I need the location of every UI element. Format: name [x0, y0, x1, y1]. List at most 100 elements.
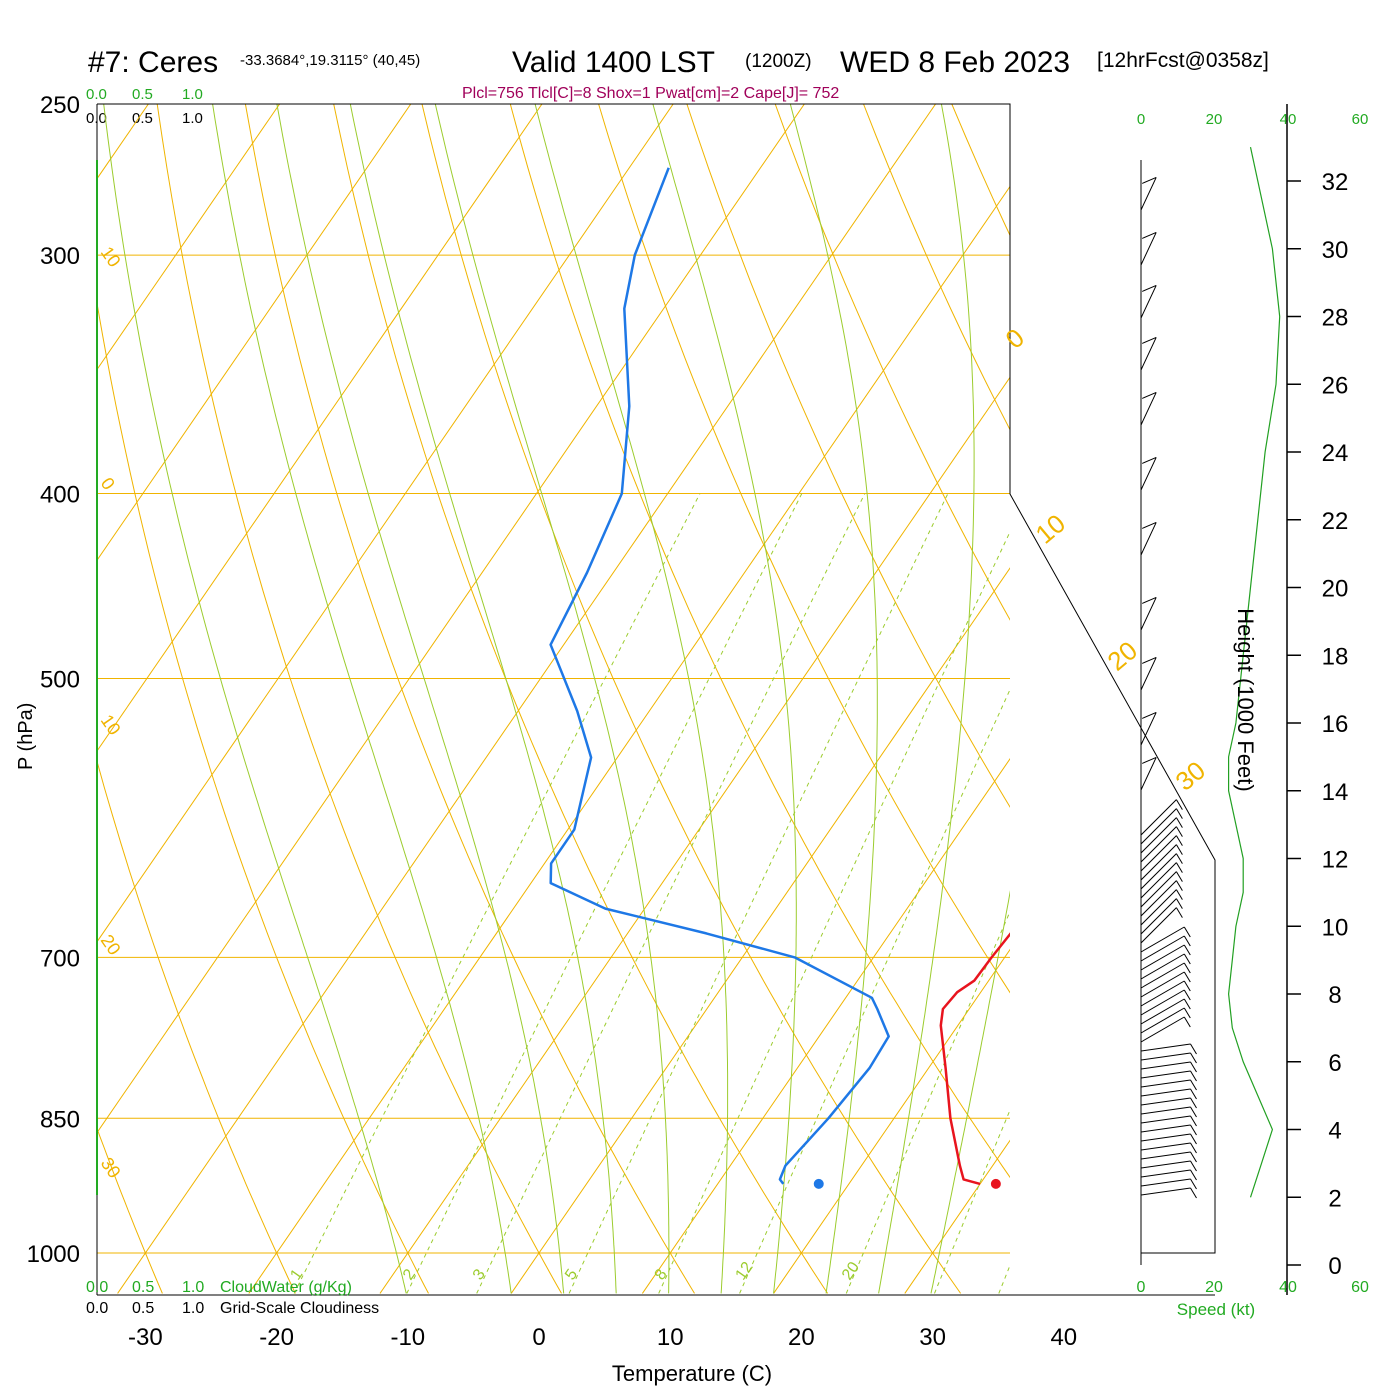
- wind-barb: [1140, 177, 1157, 211]
- moist-adiabat-line: [103, 104, 407, 1294]
- dry-adiabat-line: [1200, 70, 1400, 1293]
- dry-adiabat-line: [598, 104, 1010, 994]
- surface-temperature-point: [990, 1178, 1001, 1189]
- wind-barb: [1140, 712, 1157, 746]
- svg-text:1.0: 1.0: [182, 1300, 204, 1317]
- pressure-label: 1000: [27, 1241, 80, 1268]
- forecast-date: WED 8 Feb 2023: [840, 46, 1070, 79]
- dry-adiabat-line: [97, 300, 429, 1294]
- dry-adiabat-line: [333, 104, 829, 1294]
- svg-text:40: 40: [1280, 111, 1297, 128]
- wind-barb: [1140, 944, 1185, 971]
- height-label: 26: [1322, 372, 1349, 399]
- mixing-ratio-label: 3: [470, 1266, 489, 1283]
- wind-barb: [1140, 457, 1157, 491]
- x-tick-label: -20: [259, 1324, 294, 1351]
- wind-barb: [1140, 980, 1185, 1007]
- wind-barb: [1140, 1115, 1191, 1124]
- wind-barb-flag: [1183, 962, 1191, 974]
- height-label: 24: [1322, 440, 1349, 467]
- station-title: #7: Ceres: [88, 46, 218, 79]
- svg-text:1.0: 1.0: [182, 86, 203, 103]
- wind-barb: [1140, 935, 1185, 962]
- height-label: 18: [1322, 643, 1349, 670]
- isotherm-line: [97, 104, 543, 752]
- isotherm-label: 30: [97, 1154, 125, 1182]
- pressure-label: 300: [40, 243, 80, 270]
- svg-text:1.0: 1.0: [182, 110, 203, 127]
- moist-adiabat-line: [789, 104, 878, 1294]
- wind-barb: [1140, 844, 1177, 881]
- wind-barb-flag: [1190, 1115, 1197, 1127]
- wind-barb: [1140, 953, 1185, 980]
- wind-barb: [1140, 889, 1177, 926]
- zulu-time: (1200Z): [745, 51, 812, 72]
- wind-barb-flag: [1190, 1133, 1197, 1145]
- wind-barb: [1140, 392, 1157, 426]
- height-label: 20: [1322, 576, 1349, 603]
- wind-barb-flag: [1175, 826, 1183, 837]
- wind-barb-flag: [1142, 596, 1157, 604]
- wind-barb: [1140, 1079, 1191, 1088]
- mixing-ratio-line: [934, 1108, 1010, 1294]
- pressure-label: 850: [40, 1106, 80, 1133]
- mixing-ratio-line: [293, 493, 701, 1294]
- svg-text:40: 40: [1279, 1279, 1297, 1296]
- wind-barb: [1140, 1061, 1191, 1070]
- height-label: 32: [1322, 169, 1349, 196]
- isotherm-label: 20: [97, 931, 125, 959]
- wind-barb: [1140, 898, 1177, 935]
- svg-text:0.0: 0.0: [86, 110, 107, 127]
- wind-barb: [1140, 1007, 1185, 1034]
- cloudwater-scale-bottom: 0.0 0.5 1.0 CloudWater (g/Kg) 0.0 0.5 1.…: [86, 1279, 379, 1317]
- isotherm-line: [510, 567, 1010, 1294]
- wind-barb-flag: [1190, 1124, 1197, 1136]
- svg-text:1.0: 1.0: [182, 1279, 204, 1296]
- wind-barb: [1140, 817, 1177, 854]
- svg-text:60: 60: [1352, 111, 1369, 128]
- isotherm-line: [97, 104, 281, 371]
- speed-label: Speed (kt): [1177, 1300, 1255, 1319]
- mixing-ratio-line: [406, 493, 803, 1294]
- isotherm-line: [97, 104, 805, 1134]
- wind-barb: [1140, 1052, 1191, 1061]
- isotherm-line: [379, 376, 1010, 1294]
- wind-barb-flag: [1183, 1016, 1191, 1028]
- moist-adiabat-line: [434, 104, 670, 1294]
- svg-text:0.5: 0.5: [132, 1279, 154, 1296]
- wind-barb: [1140, 971, 1185, 998]
- wind-barb: [1140, 1133, 1191, 1142]
- wind-barb: [1140, 1178, 1191, 1187]
- wind-barb-flag: [1142, 521, 1157, 529]
- dry-adiabat-line: [1374, 70, 1400, 1293]
- dewpoint-line: [549, 167, 890, 1185]
- isotherm-line: [97, 104, 674, 943]
- wind-barb-flag: [1183, 971, 1191, 983]
- wind-barb-flag: [1142, 231, 1157, 239]
- wind-barb: [1140, 232, 1157, 266]
- wind-barb-flag: [1190, 1088, 1197, 1100]
- x-tick-label: -30: [128, 1324, 163, 1351]
- wind-barb-flag: [1142, 336, 1157, 344]
- wind-barb-flag: [1183, 926, 1191, 938]
- isotherm-label: 10: [97, 243, 125, 271]
- dry-adiabat-line: [686, 104, 1010, 808]
- moist-adiabat-line: [534, 104, 729, 1294]
- wind-barb: [1140, 1043, 1191, 1052]
- stability-indices: Plcl=756 Tlcl[C]=8 Shox=1 Pwat[cm]=2 Cap…: [462, 85, 839, 102]
- wind-barb: [1140, 522, 1157, 556]
- wind-barb: [1140, 757, 1157, 791]
- svg-text:0.5: 0.5: [132, 86, 153, 103]
- speed-scale-bottom: 0 20 40 60 Speed (kt): [1137, 1279, 1369, 1319]
- moist-adiabat-line: [212, 104, 512, 1294]
- dry-adiabat-line: [421, 104, 962, 1294]
- y-axis-label: P (hPa): [15, 703, 37, 770]
- wind-barb-flag: [1183, 953, 1191, 965]
- wind-barb: [1140, 1187, 1191, 1196]
- pressure-label: 250: [40, 92, 80, 119]
- wind-barb-flag: [1142, 756, 1157, 764]
- dry-adiabat-line: [97, 1127, 163, 1294]
- height-label: 10: [1322, 914, 1349, 941]
- height-label: 0: [1328, 1253, 1341, 1280]
